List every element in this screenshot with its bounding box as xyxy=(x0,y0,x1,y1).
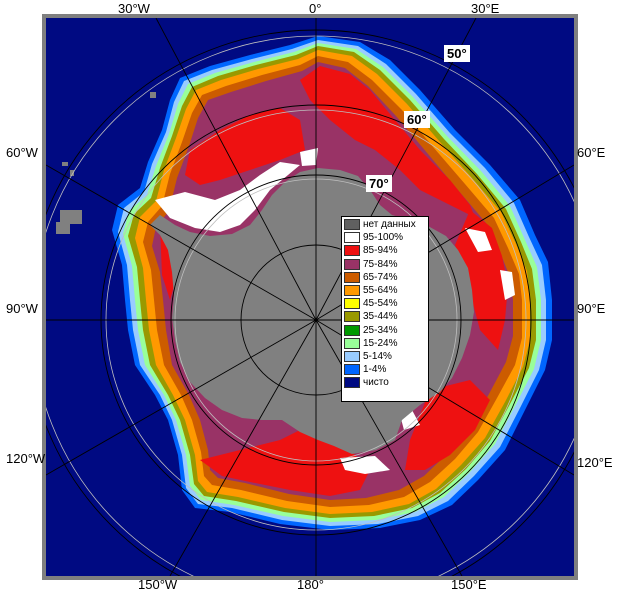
legend-item: 75-84% xyxy=(344,258,426,271)
legend-item: 25-34% xyxy=(344,324,426,337)
legend-label: 85-94% xyxy=(363,245,398,257)
lon-label-0: 0° xyxy=(309,1,322,16)
legend: нет данных 95-100% 85-94% 75-84% 65-74% 55-64… xyxy=(341,216,429,402)
ice-specks xyxy=(56,92,156,234)
lon-label-150e: 150°E xyxy=(451,577,487,592)
legend-item: 45-54% xyxy=(344,297,426,310)
lon-label-90w: 90°W xyxy=(6,301,38,316)
legend-swatch xyxy=(344,285,360,297)
legend-item: нет данных xyxy=(344,218,426,231)
legend-swatch xyxy=(344,311,360,323)
legend-item: чисто xyxy=(344,376,426,389)
legend-swatch xyxy=(344,377,360,389)
legend-item: 85-94% xyxy=(344,244,426,257)
lon-label-120w: 120°W xyxy=(6,451,46,466)
legend-item: 15-24% xyxy=(344,337,426,350)
legend-label: нет данных xyxy=(363,219,416,231)
ice-95-100 xyxy=(155,148,515,474)
lon-label-60e: 60°E xyxy=(577,145,606,160)
lat-label-50: 50° xyxy=(444,45,470,62)
lon-label-30w: 30°W xyxy=(118,1,150,16)
legend-item: 55-64% xyxy=(344,284,426,297)
lat-label-60: 60° xyxy=(404,111,430,128)
lon-label-120e: 120°E xyxy=(577,455,613,470)
legend-swatch xyxy=(344,245,360,257)
legend-swatch xyxy=(344,271,360,283)
lon-label-180: 180° xyxy=(297,577,324,592)
legend-item: 65-74% xyxy=(344,271,426,284)
legend-label: 25-34% xyxy=(363,324,398,336)
legend-label: чисто xyxy=(363,377,389,389)
legend-swatch xyxy=(344,364,360,376)
legend-item: 35-44% xyxy=(344,310,426,323)
lon-label-90e: 90°E xyxy=(577,301,606,316)
legend-swatch xyxy=(344,324,360,336)
legend-label: 15-24% xyxy=(363,337,398,349)
legend-item: 5-14% xyxy=(344,350,426,363)
legend-swatch xyxy=(344,337,360,349)
legend-label: 1-4% xyxy=(363,364,387,376)
lat-label-70: 70° xyxy=(366,175,392,192)
legend-swatch xyxy=(344,232,360,244)
lon-label-150w: 150°W xyxy=(138,577,178,592)
lon-label-30e: 30°E xyxy=(471,1,500,16)
legend-label: 95-100% xyxy=(363,232,404,244)
lon-label-60w: 60°W xyxy=(6,145,38,160)
legend-label: 55-64% xyxy=(363,285,398,297)
legend-swatch xyxy=(344,258,360,270)
legend-label: 45-54% xyxy=(363,298,398,310)
legend-swatch xyxy=(344,350,360,362)
legend-label: 65-74% xyxy=(363,271,398,283)
legend-item: 1-4% xyxy=(344,363,426,376)
legend-swatch xyxy=(344,298,360,310)
legend-label: 5-14% xyxy=(363,350,392,362)
legend-item: 95-100% xyxy=(344,231,426,244)
legend-label: 35-44% xyxy=(363,311,398,323)
legend-label: 75-84% xyxy=(363,258,398,270)
legend-swatch xyxy=(344,219,360,231)
